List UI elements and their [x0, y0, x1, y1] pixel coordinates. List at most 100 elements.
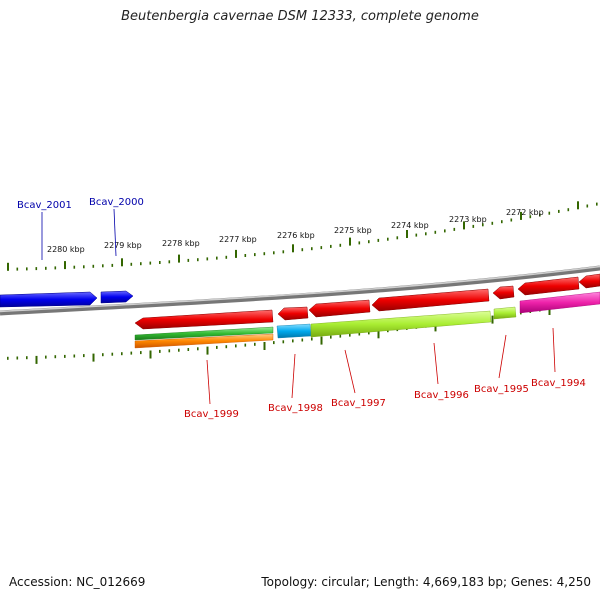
lower-ruler-minor-tick: [16, 356, 19, 360]
upper-ruler-minor-tick: [216, 256, 218, 260]
upper-ruler-minor-tick: [453, 227, 456, 231]
lower-ruler-major-tick: [377, 330, 380, 339]
lower-ruler-minor-tick: [187, 348, 190, 351]
lower-ruler-minor-tick: [330, 335, 332, 339]
leader-bcav-1996: [433, 342, 439, 385]
upper-ruler-minor-tick: [130, 262, 133, 266]
feature-cyan[interactable]: [276, 323, 312, 339]
gene-label-bcav-1996[interactable]: Bcav_1996: [414, 390, 469, 401]
upper-ruler-minor-tick: [45, 266, 47, 270]
upper-ruler-minor-tick: [444, 229, 446, 233]
top-label-leaders: [41, 208, 117, 260]
upper-ruler-minor-tick: [339, 243, 342, 247]
lower-ruler-minor-tick: [73, 354, 76, 358]
ruler-label-2276: 2276 kbp: [277, 231, 315, 240]
upper-ruler-minor-tick: [149, 261, 152, 265]
lower-ruler-minor-tick: [64, 354, 66, 358]
lower-ruler-minor-tick: [111, 352, 114, 356]
lower-ruler-minor-tick: [7, 356, 9, 360]
upper-ruler-major-tick: [64, 261, 66, 270]
upper-ruler-minor-tick: [263, 252, 266, 256]
lower-ruler-minor-tick: [349, 333, 351, 337]
leader-bcav-1995: [498, 334, 507, 379]
lower-ruler-minor-tick: [235, 344, 237, 348]
ruler-label-2272: 2272 kbp: [506, 208, 544, 217]
upper-ruler-major-tick: [121, 258, 123, 267]
leader-bcav-1998: [291, 353, 296, 399]
lower-ruler-minor-tick: [254, 342, 256, 346]
upper-ruler-minor-tick: [396, 236, 399, 240]
gene-label-bcav-1995[interactable]: Bcav_1995: [474, 384, 529, 395]
upper-ruler-minor-tick: [206, 257, 209, 261]
upper-ruler-minor-tick: [168, 260, 171, 264]
feature-magenta[interactable]: [519, 291, 600, 314]
gene-bcav-1996[interactable]: [371, 288, 490, 312]
accession-text: Accession: NC_012669: [9, 575, 146, 589]
upper-ruler-major-tick: [463, 221, 465, 230]
gene-bcav-1997[interactable]: [308, 299, 371, 318]
lower-ruler-major-tick: [263, 342, 266, 350]
lower-ruler-minor-tick: [282, 340, 285, 344]
lower-ruler-minor-tick: [292, 339, 294, 343]
upper-ruler-major-tick: [406, 230, 408, 238]
upper-ruler-major-tick: [577, 201, 579, 210]
gene-bcav-1994[interactable]: [517, 276, 580, 296]
genome-summary-text: Topology: circular; Length: 4,669,183 bp…: [261, 575, 591, 589]
ruler-label-2274: 2274 kbp: [391, 221, 429, 230]
feature-lime-2[interactable]: [493, 306, 517, 320]
map-title: Beutenbergia cavernae DSM 12333, complet…: [121, 9, 479, 24]
upper-ruler-minor-tick: [529, 215, 532, 219]
gene-bcav-1995[interactable]: [492, 285, 515, 300]
upper-ruler-minor-tick: [35, 267, 38, 271]
genome-backbone-highlight: [0, 265, 600, 313]
upper-ruler-minor-tick: [301, 248, 304, 252]
leader-bcav-2000: [113, 208, 117, 257]
lower-ruler-minor-tick: [121, 352, 123, 356]
lower-ruler-minor-tick: [168, 349, 171, 353]
lower-ruler-major-tick: [92, 353, 95, 362]
upper-ruler-minor-tick: [187, 258, 190, 262]
gene-label-bcav-1998[interactable]: Bcav_1998: [268, 403, 323, 414]
feature-lime-1[interactable]: [310, 310, 492, 338]
upper-ruler-minor-tick: [320, 246, 323, 250]
gene-label-bcav-2001[interactable]: Bcav_2001: [17, 200, 72, 211]
lower-ruler-minor-tick: [225, 345, 228, 349]
lower-ruler-minor-tick: [273, 341, 275, 345]
upper-scale-ruler: [7, 201, 598, 271]
feature-orange[interactable]: [134, 333, 274, 349]
lower-ruler-minor-tick: [140, 351, 142, 355]
upper-ruler-minor-tick: [254, 253, 256, 257]
upper-ruler-minor-tick: [102, 264, 104, 268]
upper-ruler-major-tick: [349, 237, 351, 246]
upper-ruler-minor-tick: [586, 204, 589, 208]
upper-ruler-minor-tick: [491, 221, 494, 225]
lower-ruler-major-tick: [35, 355, 38, 364]
ruler-label-2273: 2273 kbp: [449, 215, 487, 224]
upper-ruler-minor-tick: [282, 250, 285, 254]
gene-bcav-1998[interactable]: [277, 306, 309, 321]
feature-green[interactable]: [134, 326, 274, 341]
lower-ruler-major-tick: [206, 346, 209, 355]
upper-ruler-minor-tick: [197, 258, 199, 262]
ruler-label-2275: 2275 kbp: [334, 226, 372, 235]
upper-ruler-major-tick: [235, 249, 237, 258]
gene-bcav-2000[interactable]: [100, 290, 134, 304]
ruler-label-2280: 2280 kbp: [47, 245, 85, 254]
upper-ruler-minor-tick: [311, 247, 313, 251]
lower-ruler-minor-tick: [339, 334, 342, 338]
gene-right-edge[interactable]: [578, 273, 600, 289]
lower-ruler-major-tick: [491, 315, 494, 324]
gene-bcav-1999[interactable]: [134, 309, 274, 330]
gene-label-bcav-1994[interactable]: Bcav_1994: [531, 378, 586, 389]
ruler-label-2278: 2278 kbp: [162, 239, 200, 248]
gene-label-bcav-2000[interactable]: Bcav_2000: [89, 197, 144, 208]
upper-ruler-minor-tick: [159, 261, 161, 264]
gene-label-bcav-1999[interactable]: Bcav_1999: [184, 409, 239, 420]
upper-ruler-minor-tick: [434, 230, 437, 234]
upper-ruler-minor-tick: [83, 265, 85, 269]
gene-label-bcav-1997[interactable]: Bcav_1997: [331, 398, 386, 409]
upper-ruler-minor-tick: [111, 263, 114, 267]
upper-ruler-minor-tick: [377, 238, 380, 242]
gene-bcav-2001[interactable]: [0, 291, 98, 308]
